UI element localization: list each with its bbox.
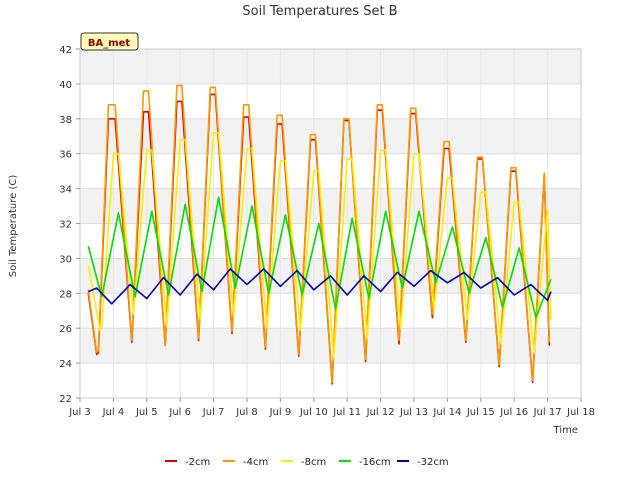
y-tick-label: 42: [59, 45, 72, 56]
x-tick-label: Jul 12: [366, 407, 395, 418]
legend: -2cm -4cm -8cm -16cm -32cm: [165, 457, 449, 468]
series-lines: [87, 84, 552, 385]
x-tick-label: Jul 14: [432, 407, 461, 418]
y-tick-label: 26: [59, 324, 72, 335]
y-tick-label: 28: [59, 289, 72, 300]
x-tick-label: Jul 11: [332, 407, 361, 418]
x-tick-label: Jul 5: [135, 407, 158, 418]
y-tick-label: 22: [59, 394, 72, 405]
chart-title: Soil Temperatures Set B: [242, 4, 397, 19]
x-tick-label: Jul 15: [466, 407, 495, 418]
x-tick-label: Jul 3: [68, 407, 91, 418]
badge-box: [80, 32, 139, 51]
y-tick-label: 40: [59, 80, 72, 91]
x-tick-label: Jul 18: [566, 407, 595, 418]
y-tick-label: 24: [59, 359, 72, 370]
x-tick-label: Jul 10: [299, 407, 328, 418]
legend-label: -8cm: [301, 457, 326, 468]
legend-label: -16cm: [359, 457, 391, 468]
x-axis-ticks: Jul 3 Jul 4 Jul 5 Jul 6 Jul 7 Jul 8 Jul 9 Jul 1…: [68, 398, 595, 418]
y-tick-label: 32: [59, 220, 72, 231]
y-axis-ticks: 22 24 26 28 30 32 34 36 38 40 42: [59, 45, 80, 405]
x-tick-label: Jul 17: [533, 407, 562, 418]
x-axis-title: Time: [553, 425, 578, 436]
x-tick-label: Jul 7: [202, 407, 225, 418]
x-tick-label: Jul 16: [499, 407, 528, 418]
station-badge: BA_met: [80, 32, 139, 51]
series-line-8cmcm: [87, 132, 552, 359]
legend-label: -4cm: [243, 457, 268, 468]
badge-label: BA_met: [88, 38, 131, 49]
series-line-16cmcm: [87, 196, 552, 319]
background-band: [80, 49, 581, 84]
background-band: [80, 118, 581, 154]
x-tick-label: Jul 8: [235, 407, 258, 418]
y-tick-label: 36: [59, 150, 72, 161]
y-axis-title: Soil Temperature (C): [8, 175, 19, 278]
series-line-4cmcm: [87, 84, 551, 384]
x-tick-label: Jul 4: [102, 407, 125, 418]
series-line-32cmcm: [87, 268, 552, 305]
background-band: [80, 188, 581, 224]
legend-label: -32cm: [417, 457, 449, 468]
y-tick-label: 30: [59, 254, 72, 265]
y-tick-label: 38: [59, 115, 72, 126]
x-tick-label: Jul 6: [168, 407, 191, 418]
x-tick-label: Jul 9: [269, 407, 292, 418]
y-tick-label: 34: [59, 185, 72, 196]
legend-label: -2cm: [185, 457, 210, 468]
x-tick-label: Jul 13: [399, 407, 428, 418]
